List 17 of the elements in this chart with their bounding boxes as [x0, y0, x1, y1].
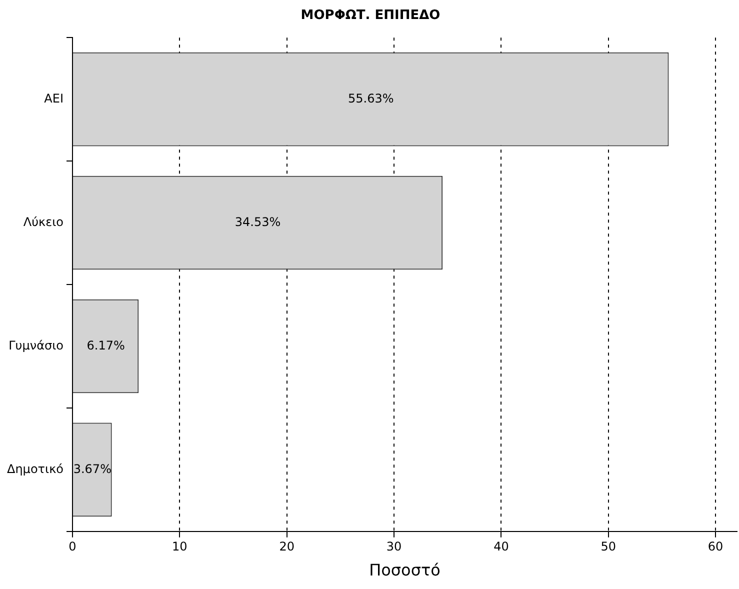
- data-label: 55.63%: [348, 91, 394, 106]
- data-label: 34.53%: [234, 214, 281, 229]
- data-label: 6.17%: [86, 338, 125, 352]
- chart-title: ΜΟΡΦΩΤ. ΕΠΙΠΕΔΟ: [300, 8, 440, 24]
- x-tick-label: 40: [494, 540, 509, 554]
- x-tick-label: 30: [386, 540, 402, 554]
- data-label: 3.67%: [73, 462, 112, 476]
- y-tick-label: Δημοτικό: [6, 462, 64, 476]
- x-tick-label: 10: [172, 540, 188, 554]
- y-tick-label: ΑΕΙ: [44, 91, 64, 106]
- y-tick-label: Λύκειο: [23, 214, 64, 229]
- x-tick-label: 60: [708, 540, 724, 554]
- y-tick-label: Γυμνάσιο: [8, 338, 64, 352]
- x-axis-title: Ποσοστό: [369, 560, 440, 580]
- x-tick-label: 50: [600, 540, 616, 554]
- x-tick-label: 20: [279, 540, 294, 554]
- x-tick-label: 0: [68, 540, 76, 554]
